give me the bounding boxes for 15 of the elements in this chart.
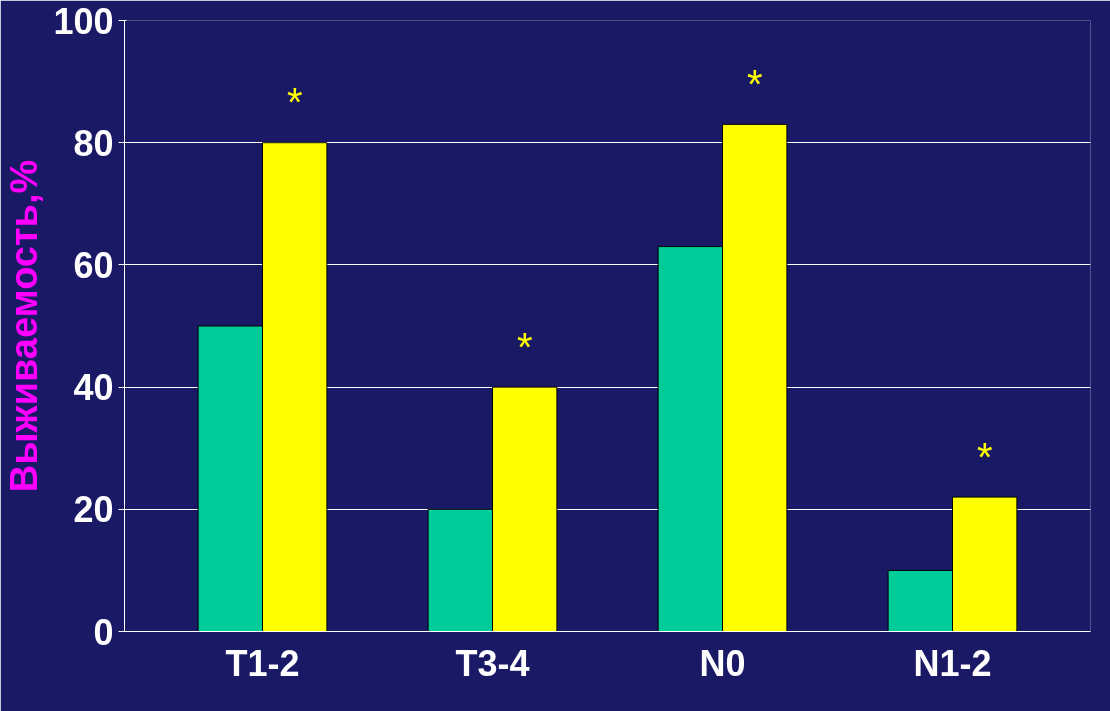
y-tick-label: 20 — [73, 489, 114, 531]
y-axis-title: Выживаемость,% — [3, 159, 46, 493]
x-tick-label: N0 — [699, 642, 746, 684]
annotation: * — [286, 80, 303, 125]
y-tick-label: 80 — [73, 122, 114, 164]
y-tick-label: 40 — [73, 367, 114, 409]
x-tick-label: T1-2 — [225, 642, 300, 684]
x-tick-label: T3-4 — [455, 642, 530, 684]
annotation: * — [746, 62, 763, 107]
annotation: * — [976, 434, 993, 479]
y-tick-label: 0 — [93, 611, 114, 653]
annotation: * — [516, 324, 533, 369]
y-tick-label: 100 — [53, 0, 114, 42]
x-tick-label: N1-2 — [913, 642, 992, 684]
y-tick-label: 60 — [73, 244, 114, 286]
